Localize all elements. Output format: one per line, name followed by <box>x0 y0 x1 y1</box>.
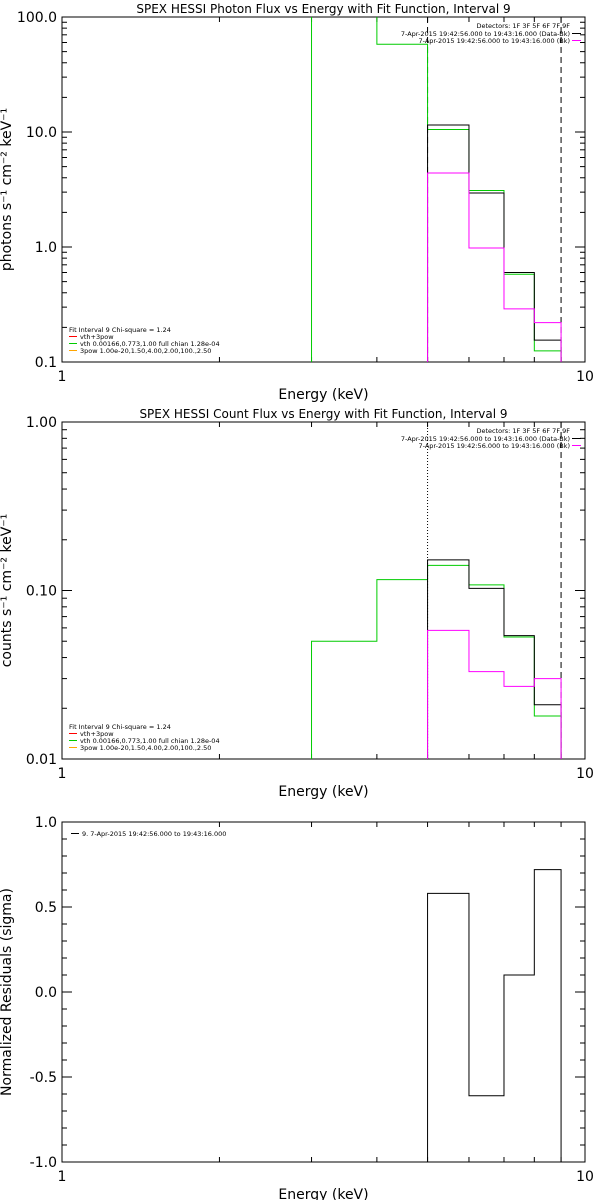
y-tick-label: 0.10 <box>26 584 57 600</box>
time-interval-label: 7-Apr-2015 19:42:56.000 to 19:43:16.000 … <box>419 37 570 45</box>
chart-panel-2: SPEX HESSI Count Flux vs Energy with Fit… <box>0 407 594 800</box>
y-tick-label: -1.0 <box>30 1155 57 1171</box>
legend-entry: vth 0.00166,0.773,1.00 full chian 1.28e-… <box>80 340 220 348</box>
spectrum-step-series <box>311 17 562 362</box>
y-axis-label: counts s⁻¹ cm⁻² keV⁻¹ <box>0 514 15 668</box>
y-axis-label: Normalized Residuals (sigma) <box>0 888 15 1096</box>
time-interval-label: 7-Apr-2015 19:42:56.000 to 19:43:16.000 … <box>401 30 570 38</box>
detectors-label: Detectors: 1F 3F 5F 6F 7F 9F <box>476 427 570 435</box>
fit-header-label: Fit Interval 9 Chi-square = 1.24 <box>69 723 171 731</box>
legend-entry: 3pow 1.00e-20,1.50,4.00,2.00,100.,2.50 <box>80 744 211 752</box>
y-tick-label: 0.0 <box>35 985 57 1001</box>
spectrum-step-series <box>427 172 562 362</box>
chart-panel-3: 1 10 -1.0 -0.5 0.0 0.5 1.0 Energy (keV) Normaliz… <box>0 815 594 1203</box>
plot-frame <box>61 421 586 760</box>
x-tick-label: 1 <box>58 369 67 385</box>
y-tick-label: -0.5 <box>30 1070 57 1086</box>
y-tick-label: 1.0 <box>35 240 57 256</box>
y-tick-label: 0.1 <box>35 355 57 371</box>
data-series-group <box>311 17 562 362</box>
y-tick-label: 1.00 <box>26 415 57 431</box>
y-tick-label: 10.0 <box>26 125 57 141</box>
chart-title: SPEX HESSI Photon Flux vs Energy with Fi… <box>136 2 510 16</box>
spectrum-step-series <box>427 629 562 759</box>
legend-entry: vth+3pow <box>80 333 114 341</box>
plot-frame <box>61 16 586 363</box>
time-interval-label: 7-Apr-2015 19:42:56.000 to 19:43:16.000 … <box>401 435 570 443</box>
x-axis-label: Energy (keV) <box>278 784 368 800</box>
data-series-group <box>311 559 562 759</box>
time-interval-label: 7-Apr-2015 19:42:56.000 to 19:43:16.000 … <box>419 442 570 450</box>
y-tick-label: 0.01 <box>26 752 57 768</box>
x-tick-label: 10 <box>576 1169 594 1185</box>
fit-header-label: Fit Interval 9 Chi-square = 1.24 <box>69 326 171 334</box>
x-tick-label: 10 <box>576 766 594 782</box>
data-series-group <box>427 869 562 1162</box>
x-tick-label: 1 <box>58 1169 67 1185</box>
y-tick-label: 100.0 <box>17 10 57 26</box>
x-axis-label: Energy (keV) <box>278 387 368 403</box>
x-tick-label: 10 <box>576 369 594 385</box>
chart-panel-1: SPEX HESSI Photon Flux vs Energy with Fi… <box>0 2 594 403</box>
x-tick-label: 1 <box>58 766 67 782</box>
y-tick-label: 1.0 <box>35 815 57 831</box>
spectrum-step-series <box>427 559 562 759</box>
legend-entry: 9. 7-Apr-2015 19:42:56.000 to 19:43:16.0… <box>82 830 226 838</box>
x-axis-label: Energy (keV) <box>278 1187 368 1200</box>
legend-entry: 3pow 1.00e-20,1.50,4.00,2.00,100.,2.50 <box>80 347 211 355</box>
chart-title: SPEX HESSI Count Flux vs Energy with Fit… <box>139 407 507 421</box>
y-axis-label: photons s⁻¹ cm⁻² keV⁻¹ <box>0 108 15 271</box>
y-tick-label: 0.5 <box>35 900 57 916</box>
detectors-label: Detectors: 1F 3F 5F 6F 7F 9F <box>476 22 570 30</box>
plot-frame <box>61 821 586 1163</box>
spectrum-step-series <box>427 124 562 362</box>
spectrum-step-series <box>427 869 562 1162</box>
legend-entry: vth+3pow <box>80 730 114 738</box>
legend-entry: vth 0.00166,0.773,1.00 full chian 1.28e-… <box>80 737 220 745</box>
spectrum-step-series <box>311 564 562 759</box>
